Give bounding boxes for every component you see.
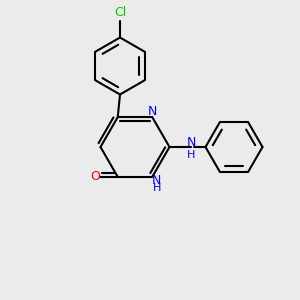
Text: H: H [187, 150, 195, 161]
Text: N: N [148, 105, 157, 118]
Text: N: N [186, 136, 196, 149]
Text: Cl: Cl [114, 7, 126, 20]
Text: O: O [90, 170, 100, 183]
Text: N: N [152, 174, 161, 187]
Text: H: H [153, 183, 161, 193]
